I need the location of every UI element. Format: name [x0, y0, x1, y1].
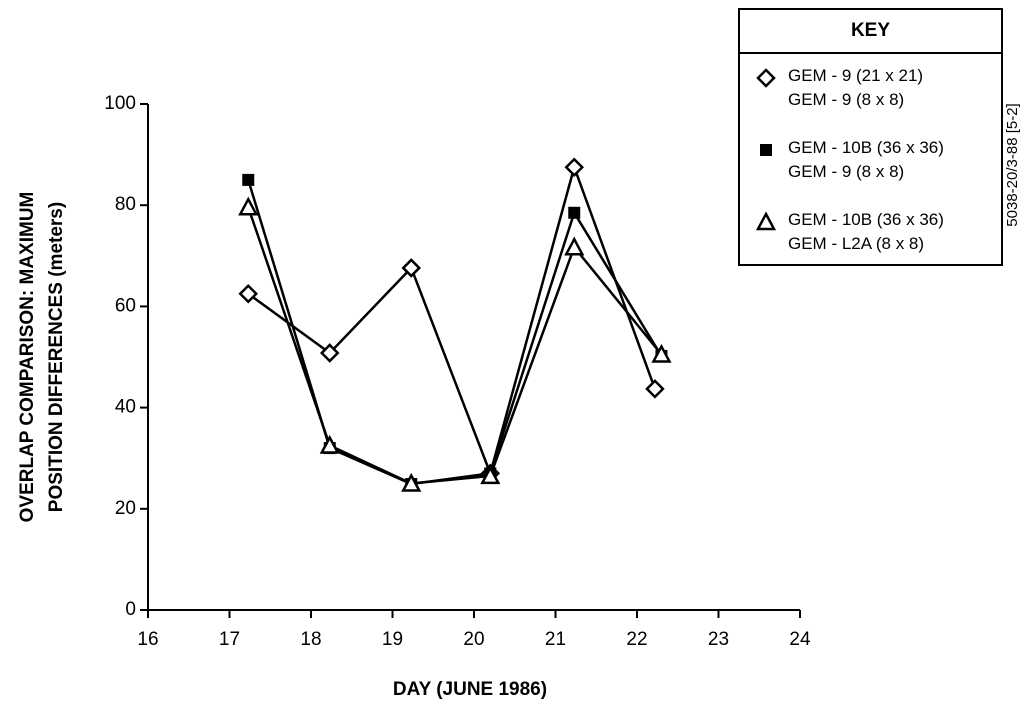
legend-icon — [760, 144, 772, 156]
legend-entry: GEM - 10B (36 x 36) GEM - 9 (8 x 8) — [740, 134, 1001, 198]
x-tick-label: 19 — [382, 629, 403, 650]
x-tick-label: 24 — [789, 629, 811, 650]
marker — [319, 343, 340, 363]
y-tick-label: 60 — [115, 295, 136, 316]
marker — [319, 434, 340, 454]
y-tick-label: 0 — [125, 599, 136, 620]
marker — [238, 196, 259, 216]
marker — [755, 211, 777, 231]
marker — [760, 144, 772, 156]
x-tick-label: 20 — [463, 629, 484, 650]
x-tick-label: 23 — [708, 629, 729, 650]
y-tick-label: 80 — [115, 194, 136, 215]
y-tick-label: 100 — [104, 93, 136, 114]
y-axis-title: POSITION DIFFERENCES (meters) — [46, 202, 67, 512]
marker — [564, 236, 585, 256]
legend-entry: GEM - 9 (21 x 21) GEM - 9 (8 x 8) — [740, 62, 1001, 126]
x-tick-label: 22 — [626, 629, 647, 650]
legend-icon — [755, 211, 777, 231]
legend: KEY GEM - 9 (21 x 21) GEM - 9 (8 x 8) GEM… — [738, 8, 1003, 266]
legend-icon — [756, 68, 776, 88]
x-tick-label: 16 — [137, 629, 158, 650]
series-line — [247, 179, 663, 486]
marker — [756, 68, 776, 88]
x-tick-label: 18 — [300, 629, 321, 650]
series-line — [247, 163, 657, 478]
marker — [238, 283, 259, 304]
x-tick-label: 21 — [545, 629, 566, 650]
legend-title: KEY — [740, 10, 1001, 54]
annotation: 5038-20/3-88 [5-2] — [1004, 103, 1021, 226]
marker — [564, 157, 585, 178]
y-axis-title: OVERLAP COMPARISON: MAXIMUM — [17, 192, 38, 523]
x-tick-label: 17 — [219, 629, 240, 650]
legend-label: GEM - 9 (21 x 21) GEM - 9 (8 x 8) — [788, 66, 924, 109]
marker — [651, 343, 672, 363]
series-line — [247, 206, 663, 485]
legend-label: GEM - 10B (36 x 36) GEM - 9 (8 x 8) — [788, 138, 944, 181]
legend-label: GEM - 10B (36 x 36) GEM - L2A (8 x 8) — [788, 210, 944, 253]
marker — [401, 258, 422, 278]
marker — [645, 379, 665, 399]
x-axis-title: DAY (JUNE 1986) — [393, 679, 547, 700]
marker — [568, 206, 581, 219]
legend-entry: GEM - 10B (36 x 36) GEM - L2A (8 x 8) — [740, 206, 1001, 270]
marker — [401, 472, 422, 492]
marker — [480, 465, 501, 485]
marker — [242, 173, 255, 186]
y-tick-label: 20 — [115, 498, 136, 519]
y-tick-label: 40 — [115, 397, 136, 418]
